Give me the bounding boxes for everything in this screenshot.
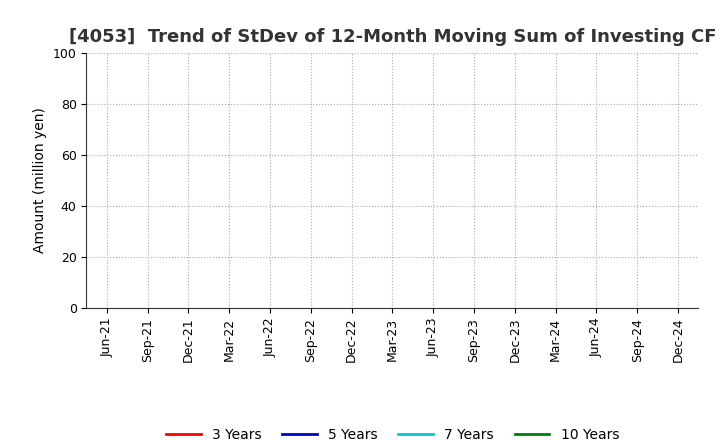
Y-axis label: Amount (million yen): Amount (million yen): [33, 107, 48, 253]
Legend: 3 Years, 5 Years, 7 Years, 10 Years: 3 Years, 5 Years, 7 Years, 10 Years: [161, 422, 624, 440]
Title: [4053]  Trend of StDev of 12-Month Moving Sum of Investing CF: [4053] Trend of StDev of 12-Month Moving…: [68, 28, 716, 46]
